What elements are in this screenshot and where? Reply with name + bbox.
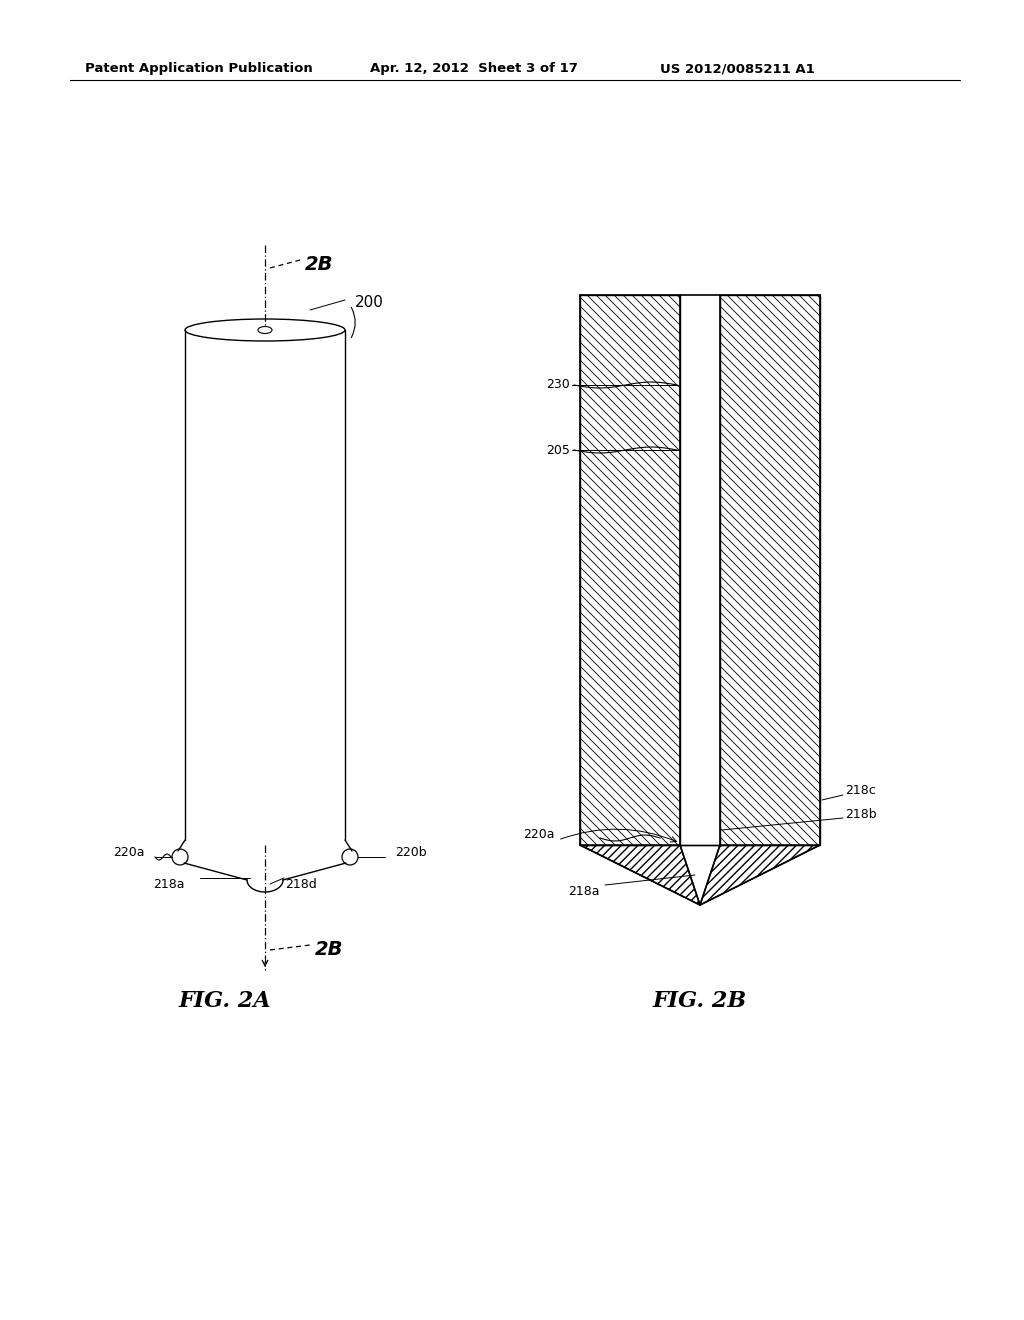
Text: 218d: 218d	[285, 878, 316, 891]
Text: 220a: 220a	[114, 846, 145, 858]
Text: FIG. 2A: FIG. 2A	[178, 990, 271, 1012]
Text: 230: 230	[546, 379, 570, 392]
Text: 220a: 220a	[523, 829, 555, 842]
Text: Patent Application Publication: Patent Application Publication	[85, 62, 312, 75]
Text: 2B: 2B	[305, 255, 334, 275]
Text: 218b: 218b	[845, 808, 877, 821]
Bar	[580, 294, 680, 845]
Text: 220b: 220b	[395, 846, 427, 858]
Text: US 2012/0085211 A1: US 2012/0085211 A1	[660, 62, 815, 75]
Bar	[720, 294, 820, 845]
Text: 218a: 218a	[568, 884, 600, 898]
Text: Apr. 12, 2012  Sheet 3 of 17: Apr. 12, 2012 Sheet 3 of 17	[370, 62, 578, 75]
Text: 200: 200	[355, 294, 384, 310]
Text: 218c: 218c	[845, 784, 876, 796]
Text: FIG. 2B: FIG. 2B	[653, 990, 748, 1012]
Text: 2B: 2B	[315, 940, 343, 960]
Text: 218a: 218a	[154, 878, 185, 891]
Text: 205: 205	[546, 444, 570, 457]
